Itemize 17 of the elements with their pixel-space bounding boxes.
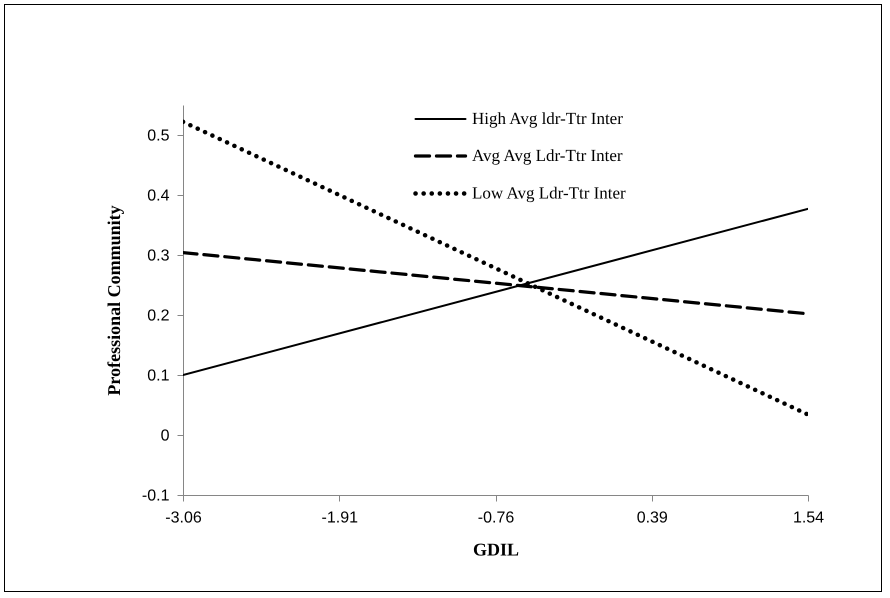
y-tick-label: -0.1 — [142, 488, 170, 504]
y-axis-title: Professional Community — [104, 205, 124, 396]
y-tick-label: 0.1 — [147, 368, 170, 384]
y-tick-label: 0.3 — [147, 248, 170, 264]
y-tick-label: 0.4 — [147, 188, 170, 204]
x-tick-label: 1.54 — [792, 510, 824, 526]
x-tick-label: -3.06 — [165, 510, 202, 526]
x-tick-label: -0.76 — [478, 510, 514, 526]
x-tick-label: -1.91 — [322, 510, 358, 526]
legend-label: Avg Avg Ldr-Ttr Inter — [472, 146, 623, 165]
y-tick-label: 0 — [160, 428, 170, 444]
y-tick-label: 0.2 — [147, 308, 170, 324]
legend-label: Low Avg Ldr-Ttr Inter — [472, 184, 626, 202]
x-tick-label: 0.39 — [636, 510, 668, 526]
y-tick-label: 0.5 — [147, 128, 170, 144]
x-axis-title: GDIL — [472, 540, 520, 560]
legend-label: High Avg ldr-Ttr Inter — [472, 109, 624, 128]
